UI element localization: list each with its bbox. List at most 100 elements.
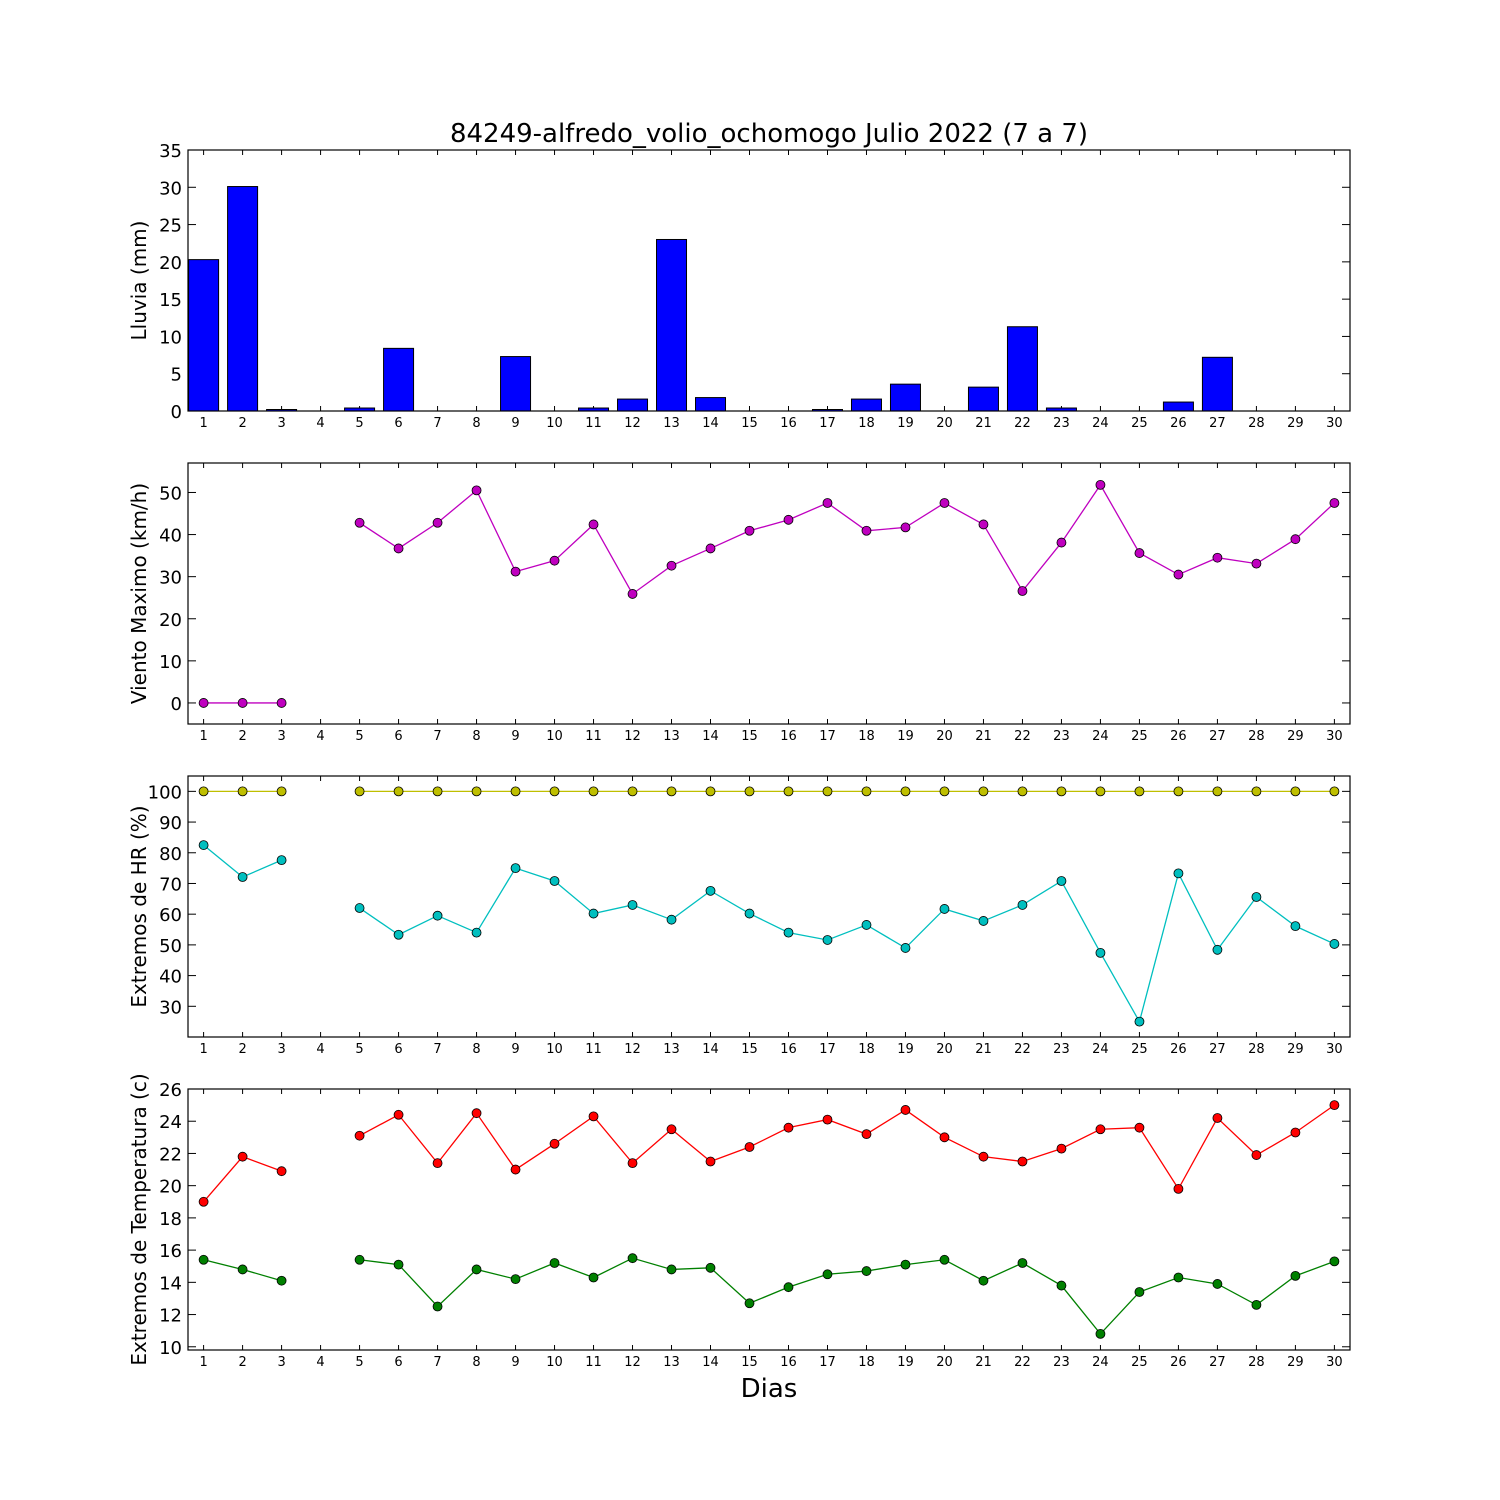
hr-max-point (198, 786, 209, 797)
x-tick-label: 16 (780, 729, 797, 744)
x-tick-label: 4 (316, 1355, 324, 1370)
hr-min-point (744, 908, 755, 919)
x-tick-label: 23 (1053, 1355, 1070, 1370)
x-tick-label: 20 (936, 416, 953, 431)
x-tick-label: 6 (394, 729, 402, 744)
hr-max-point (744, 786, 755, 797)
temp-max-point (432, 1158, 443, 1169)
hr-max-point (783, 786, 794, 797)
x-tick-label: 27 (1209, 1042, 1226, 1057)
x-tick-label: 16 (780, 1355, 797, 1370)
rain-bar (695, 397, 727, 412)
x-tick-label: 14 (702, 416, 719, 431)
hr-max-point (237, 786, 248, 797)
wind-max-point (1173, 569, 1184, 580)
x-tick-label: 5 (355, 1355, 363, 1370)
x-tick-label: 2 (238, 1355, 246, 1370)
temp-max-point (1017, 1156, 1028, 1167)
rain-bar (850, 398, 882, 412)
x-tick-label: 8 (472, 416, 480, 431)
wind-max-point (588, 519, 599, 530)
hr-max-point (393, 786, 404, 797)
y-tick-label: 10 (159, 327, 182, 348)
rain-bar (1006, 326, 1038, 412)
x-tick-label: 6 (394, 1042, 402, 1057)
temp-min-point (354, 1254, 365, 1265)
rain-bar (1162, 401, 1194, 412)
temp-min-point (1290, 1270, 1301, 1281)
x-tick-label: 11 (585, 729, 602, 744)
hr-min-point (822, 935, 833, 945)
rain-bar (617, 398, 649, 412)
rain-bar (227, 186, 259, 412)
x-tick-label: 26 (1170, 416, 1187, 431)
x-tick-label: 23 (1053, 416, 1070, 431)
temp-max-point (549, 1138, 560, 1149)
temp-min-line (359, 1257, 1335, 1335)
hr-min-point (1017, 900, 1028, 910)
x-tick-label: 15 (741, 729, 758, 744)
hr-min-point (1290, 921, 1301, 932)
x-tick-label: 18 (858, 729, 875, 744)
hr-min-point (1329, 939, 1340, 949)
temp-min-point (1056, 1280, 1067, 1291)
x-tick-label: 27 (1209, 729, 1226, 744)
x-tick-label: 18 (858, 1355, 875, 1370)
hr-min-point (666, 914, 677, 925)
temp-min-point (783, 1282, 794, 1293)
x-tick-label: 18 (858, 416, 875, 431)
x-axis-label: Dias (741, 1374, 798, 1404)
x-tick-label: 2 (238, 416, 246, 431)
temp-max-point (1134, 1122, 1145, 1133)
wind-max-point (861, 525, 872, 536)
x-tick-label: 17 (819, 729, 836, 744)
temp-min-point (1134, 1287, 1145, 1297)
x-tick-label: 27 (1209, 416, 1226, 431)
hr-min-point (1251, 892, 1262, 902)
x-tick-label: 27 (1209, 1355, 1226, 1370)
wind-max-point (549, 555, 560, 566)
x-tick-label: 25 (1131, 1042, 1148, 1057)
y-tick-label: 40 (159, 967, 182, 988)
temp-max-point (471, 1108, 482, 1119)
hr-max-point (627, 786, 638, 797)
y-tick-label: 26 (159, 1080, 182, 1101)
x-tick-label: 10 (546, 416, 563, 431)
x-tick-label: 19 (897, 729, 914, 744)
wind-max-point (1290, 534, 1301, 545)
wind-max-point (1251, 558, 1262, 569)
x-tick-label: 12 (624, 416, 641, 431)
x-tick-label: 30 (1326, 1042, 1343, 1057)
x-tick-label: 11 (585, 1355, 602, 1370)
temp-min-point (822, 1269, 833, 1280)
x-tick-label: 13 (663, 1355, 680, 1370)
x-tick-label: 22 (1014, 416, 1031, 431)
hr-max-point (276, 786, 287, 797)
temp-min-point (1017, 1258, 1028, 1268)
x-tick-label: 22 (1014, 729, 1031, 744)
temp-min-point (510, 1274, 521, 1285)
x-tick-label: 29 (1287, 1042, 1304, 1057)
x-tick-label: 29 (1287, 416, 1304, 431)
temp-min-point (705, 1262, 716, 1273)
hr-max-point (1095, 786, 1106, 797)
temp-min-point (237, 1264, 248, 1275)
x-tick-label: 3 (277, 1042, 285, 1057)
y-tick-label: 0 (171, 694, 182, 715)
temp-max-point (783, 1122, 794, 1133)
x-tick-label: 23 (1053, 729, 1070, 744)
x-tick-label: 11 (585, 1042, 602, 1057)
y-tick-label: 35 (159, 141, 182, 162)
y-axis-label: Viento Maximo (km/h) (127, 483, 151, 704)
rain-bar (383, 347, 415, 412)
x-tick-label: 24 (1092, 1042, 1109, 1057)
x-tick-label: 1 (199, 416, 207, 431)
x-tick-label: 13 (663, 416, 680, 431)
y-tick-label: 70 (159, 874, 182, 895)
hr-min-point (237, 872, 248, 882)
rain-bar (889, 383, 921, 412)
temp-max-line (203, 1155, 282, 1203)
